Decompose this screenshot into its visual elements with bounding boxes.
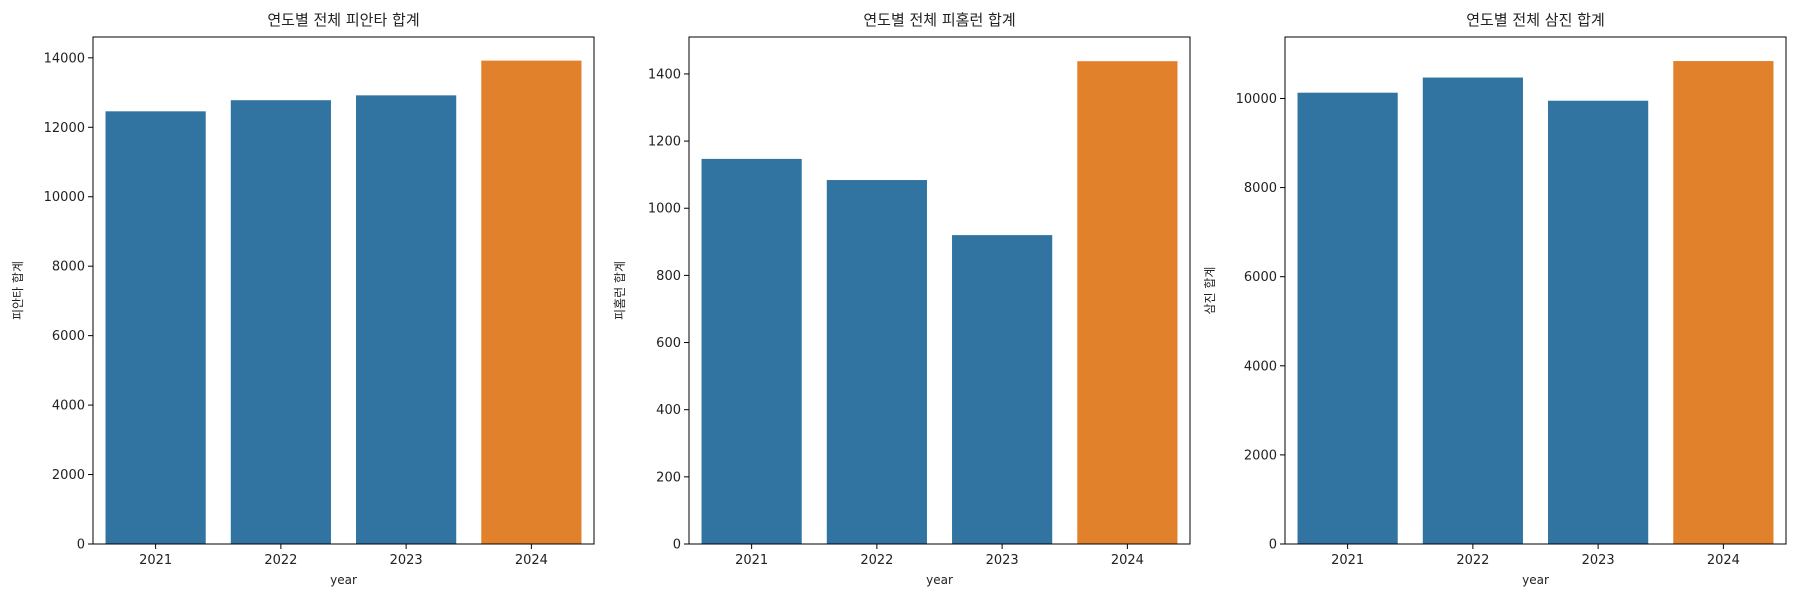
bar-2021 — [1297, 92, 1398, 544]
y-tick-label: 2000 — [1244, 448, 1277, 463]
chart-panel-hits: 연도별 전체 피안타 합계 year 피안타 합계 2021 2022 2023 20… — [11, 11, 595, 587]
plot-frame — [1284, 36, 1787, 545]
y-tick-label: 0 — [673, 538, 681, 553]
chart-title: 연도별 전체 피홈런 합계 — [863, 11, 1015, 29]
y-tick-label: 8000 — [52, 260, 85, 275]
plot-frame — [92, 36, 595, 545]
bars-group — [1297, 61, 1774, 545]
x-tick-label: 2023 — [1582, 553, 1615, 568]
bar-2024 — [1077, 61, 1178, 544]
y-tick-label: 1000 — [648, 202, 681, 217]
y-tick-label: 8000 — [1244, 181, 1277, 196]
y-tick-label: 800 — [656, 269, 681, 284]
bar-2021 — [701, 158, 802, 544]
ticks-group: 2021 2022 2023 2024 0 2000 4000 6000 8000 10000 — [1236, 92, 1740, 568]
bar-2023 — [356, 95, 457, 545]
chart-title: 연도별 전체 피안타 합계 — [267, 11, 419, 29]
x-axis-label: year — [926, 573, 953, 587]
y-tick-label: 400 — [656, 403, 681, 418]
x-tick-label: 2023 — [986, 553, 1019, 568]
x-tick-label: 2024 — [1111, 553, 1144, 568]
y-tick-label: 0 — [1269, 538, 1277, 553]
y-tick-label: 200 — [656, 470, 681, 485]
y-axis-label: 피안타 합계 — [11, 261, 25, 320]
y-tick-label: 1200 — [648, 135, 681, 150]
chart-title: 연도별 전체 삼진 합계 — [1466, 11, 1605, 29]
bar-2021 — [105, 111, 206, 545]
plot-frame — [688, 36, 1191, 545]
y-tick-label: 2000 — [52, 468, 85, 483]
chart-panel-home-runs: 연도별 전체 피홈런 합계 year 피홈런 합계 2021 2022 2023 20… — [613, 11, 1191, 587]
y-tick-label: 12000 — [44, 121, 85, 136]
x-tick-label: 2024 — [1707, 553, 1740, 568]
x-tick-label: 2024 — [515, 553, 548, 568]
y-axis-label: 삼진 합계 — [1203, 267, 1217, 315]
bar-2024 — [481, 60, 582, 544]
y-tick-label: 4000 — [1244, 359, 1277, 374]
x-tick-label: 2021 — [735, 553, 768, 568]
y-axis-label: 피홈런 합계 — [613, 261, 627, 320]
y-tick-label: 600 — [656, 336, 681, 351]
x-tick-label: 2023 — [390, 553, 423, 568]
chart-panel-strikeouts: 연도별 전체 삼진 합계 year 삼진 합계 2021 2022 2023 2024… — [1203, 11, 1787, 587]
bars-group — [701, 61, 1178, 545]
bar-2022 — [1422, 77, 1523, 545]
bar-2022 — [230, 100, 331, 545]
y-tick-label: 10000 — [44, 190, 85, 205]
x-tick-label: 2022 — [1456, 553, 1489, 568]
x-tick-label: 2021 — [1331, 553, 1364, 568]
y-tick-label: 6000 — [52, 329, 85, 344]
y-tick-label: 0 — [77, 538, 85, 553]
bars-group — [105, 60, 582, 545]
bar-2022 — [826, 180, 927, 545]
y-tick-label: 6000 — [1244, 270, 1277, 285]
y-tick-label: 14000 — [44, 51, 85, 66]
bar-2024 — [1673, 61, 1774, 545]
ticks-group: 2021 2022 2023 2024 0 2000 4000 6000 8000 10000 12… — [44, 51, 548, 568]
ticks-group: 2021 2022 2023 2024 0 200 400 600 800 1000 1200 140… — [648, 67, 1144, 568]
bar-2023 — [952, 235, 1053, 544]
x-tick-label: 2022 — [860, 553, 893, 568]
x-tick-label: 2021 — [139, 553, 172, 568]
x-axis-label: year — [1522, 573, 1549, 587]
y-tick-label: 10000 — [1236, 92, 1277, 107]
x-tick-label: 2022 — [264, 553, 297, 568]
y-tick-label: 1400 — [648, 67, 681, 82]
y-tick-label: 4000 — [52, 399, 85, 414]
x-axis-label: year — [330, 573, 357, 587]
bar-2023 — [1548, 100, 1649, 544]
